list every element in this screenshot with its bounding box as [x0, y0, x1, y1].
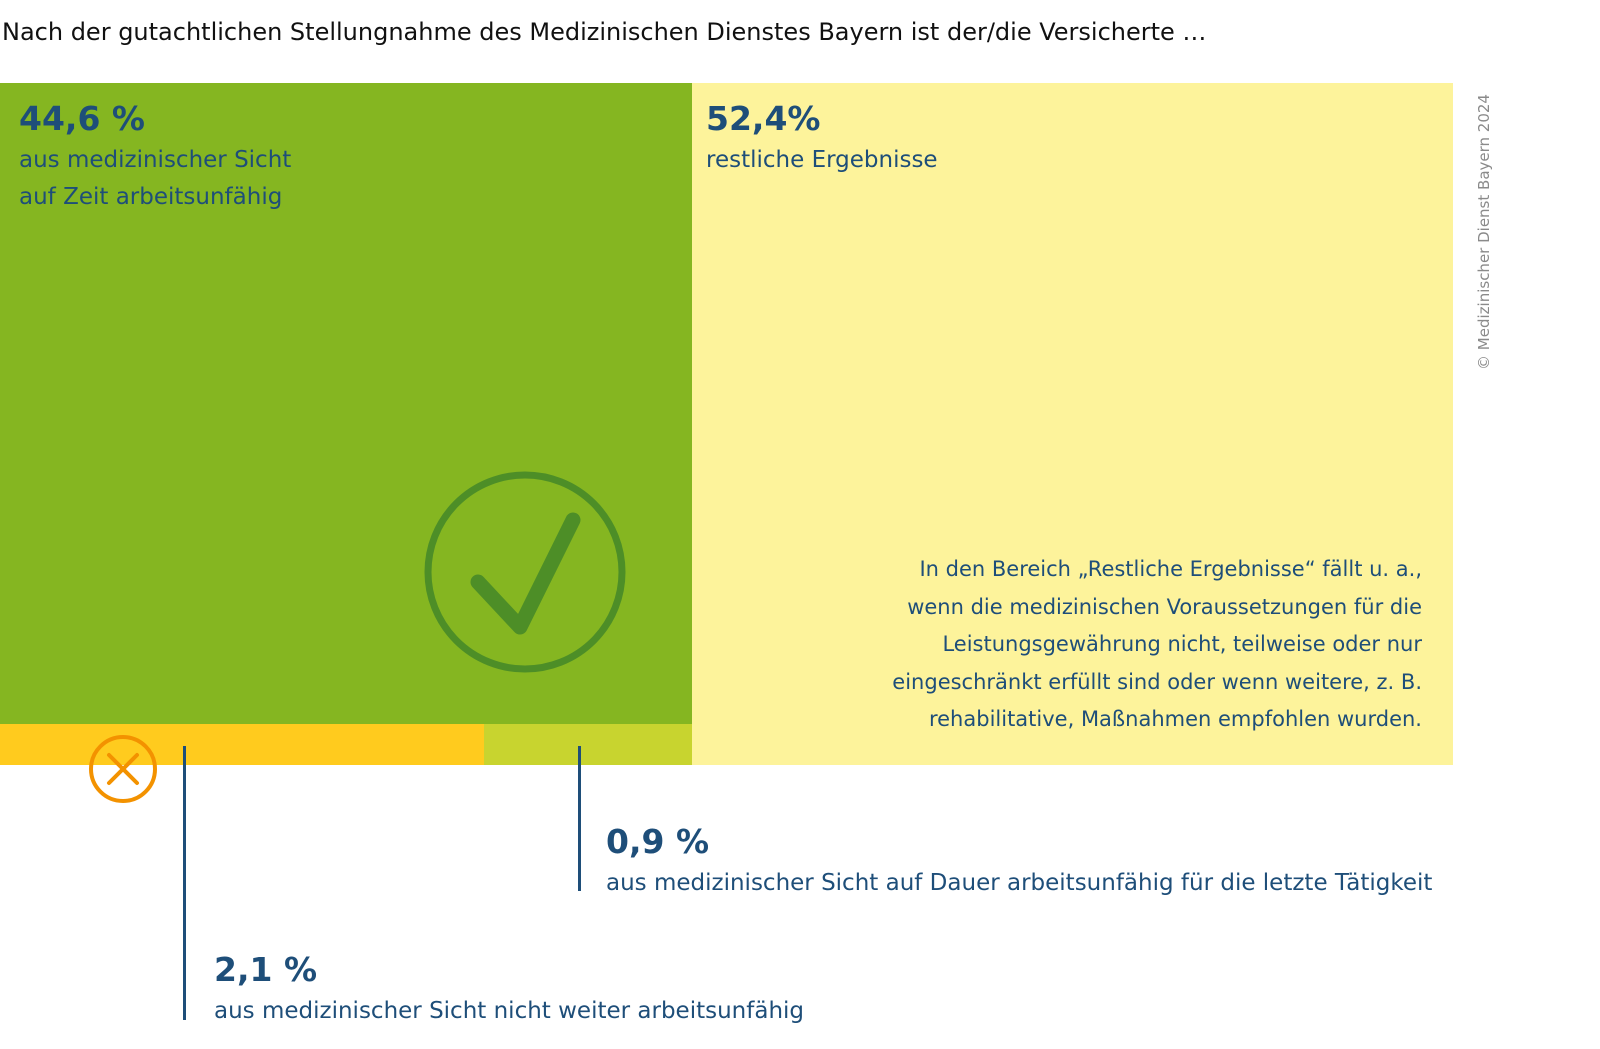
leader-line-not-further	[183, 746, 186, 1020]
copyright-notice: © Medizinischer Dienst Bayern 2024	[1475, 94, 1493, 370]
value-not-further-unfit: 2,1 %	[214, 950, 318, 989]
label-line: aus medizinischer Sicht	[19, 147, 292, 173]
chart-title: Nach der gutachtlichen Stellungnahme des…	[2, 18, 1207, 46]
label-permanently-unfit: 0,9 % aus medizinischer Sicht auf Dauer …	[606, 825, 1432, 902]
note-line: eingeschränkt erfüllt sind oder wenn wei…	[892, 669, 1422, 694]
note-line: rehabilitative, Maßnahmen empfohlen wurd…	[928, 707, 1422, 731]
label-line: aus medizinischer Sicht auf Dauer arbeit…	[606, 870, 1433, 896]
label-line: restliche Ergebnisse	[706, 147, 938, 173]
label-line: aus medizinischer Sicht nicht weiter arb…	[214, 998, 805, 1024]
label-line: auf Zeit arbeitsunfähig	[19, 184, 283, 210]
note-line: In den Bereich „Restliche Ergebnisse“ fä…	[919, 557, 1422, 581]
note-line: Leistungsgewährung nicht, teilweise oder…	[942, 632, 1422, 656]
label-temporarily-unfit: 44,6 % aus medizinischer Sicht auf Zeit …	[19, 102, 291, 216]
label-remaining-results: 52,4% restliche Ergebnisse	[706, 102, 938, 179]
label-not-further-unfit: 2,1 % aus medizinischer Sicht nicht weit…	[214, 953, 804, 1030]
remaining-results-note: In den Bereich „Restliche Ergebnisse“ fä…	[862, 551, 1422, 739]
segment-not-further-unfit	[0, 724, 485, 765]
value-remaining-results: 52,4%	[706, 99, 821, 138]
segment-permanently-unfit	[484, 724, 692, 765]
x-circle-icon	[89, 735, 157, 803]
note-line: wenn die medizinischen Voraussetzungen f…	[907, 594, 1422, 619]
value-temporarily-unfit: 44,6 %	[19, 99, 145, 138]
segment-remaining-results	[691, 83, 1453, 765]
value-permanently-unfit: 0,9 %	[606, 822, 710, 861]
leader-line-permanent	[578, 746, 581, 891]
segment-temporarily-unfit	[0, 83, 692, 724]
check-circle-icon	[424, 471, 626, 673]
